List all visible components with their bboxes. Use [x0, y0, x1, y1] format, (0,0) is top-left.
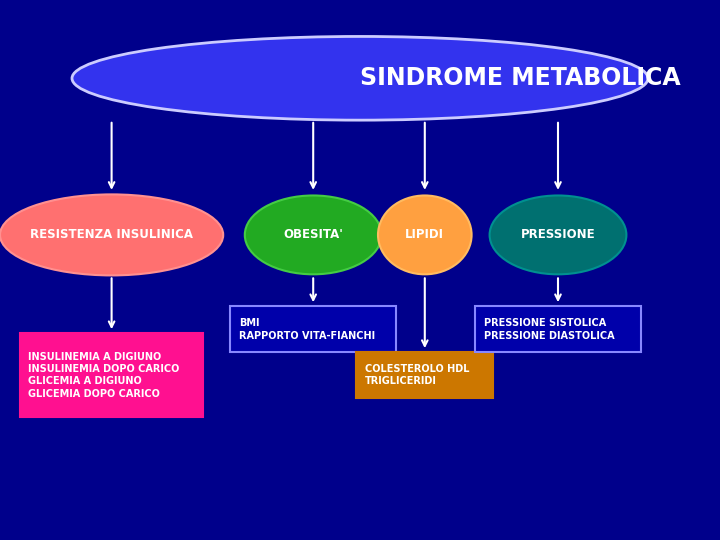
Ellipse shape — [72, 36, 648, 120]
FancyBboxPatch shape — [19, 333, 203, 417]
Text: BMI
RAPPORTO VITA-FIANCHI: BMI RAPPORTO VITA-FIANCHI — [239, 318, 375, 341]
Text: OBESITA': OBESITA' — [283, 228, 343, 241]
Text: PRESSIONE: PRESSIONE — [521, 228, 595, 241]
Text: RESISTENZA INSULINICA: RESISTENZA INSULINICA — [30, 228, 193, 241]
Text: COLESTEROLO HDL
TRIGLICERIDI: COLESTEROLO HDL TRIGLICERIDI — [365, 364, 469, 387]
Ellipse shape — [0, 194, 223, 275]
Text: INSULINEMIA A DIGIUNO
INSULINEMIA DOPO CARICO
GLICEMIA A DIGIUNO
GLICEMIA DOPO C: INSULINEMIA A DIGIUNO INSULINEMIA DOPO C… — [28, 352, 180, 399]
Ellipse shape — [378, 195, 472, 274]
FancyBboxPatch shape — [356, 352, 493, 399]
Text: PRESSIONE SISTOLICA
PRESSIONE DIASTOLICA: PRESSIONE SISTOLICA PRESSIONE DIASTOLICA — [484, 318, 614, 341]
Text: SINDROME METABOLICA: SINDROME METABOLICA — [360, 66, 680, 90]
FancyBboxPatch shape — [230, 306, 396, 352]
Text: LIPIDI: LIPIDI — [405, 228, 444, 241]
Ellipse shape — [245, 195, 382, 274]
FancyBboxPatch shape — [475, 306, 641, 352]
Ellipse shape — [490, 195, 626, 274]
